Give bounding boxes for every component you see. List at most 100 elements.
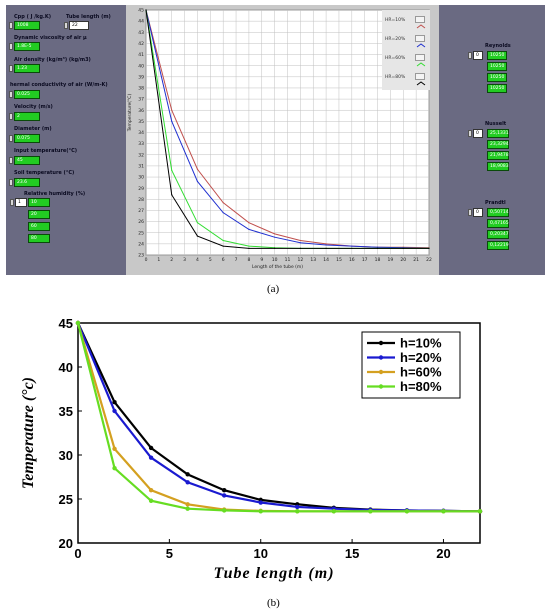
- tube-length-field[interactable]: 22: [69, 21, 89, 30]
- y-axis-label-b: Temperature (°c): [20, 377, 37, 489]
- humidity-value-1[interactable]: 10: [28, 198, 50, 207]
- nusselt-value-2: 23,3294: [487, 140, 509, 149]
- series-line-b-h=80%: [76, 322, 480, 513]
- y-tick-label-a: 34: [138, 130, 144, 136]
- data-point-a: [351, 247, 353, 249]
- legend-a-hr10: HR=10%: [385, 18, 406, 23]
- legend-b-label: h=20%: [400, 350, 442, 365]
- nusselt-value-4: 18,9083: [487, 162, 509, 171]
- prandtl-label: Prandtl: [485, 200, 506, 206]
- reynolds-value-1: 10250: [487, 51, 507, 60]
- tube-length-spinner[interactable]: [64, 22, 68, 29]
- humidity-index-field[interactable]: 1: [15, 198, 27, 207]
- data-point-b: [112, 446, 117, 452]
- x-tick-label-b: 10: [253, 546, 267, 561]
- humidity-value-3[interactable]: 60: [28, 222, 50, 231]
- humidity-value-2[interactable]: 20: [28, 210, 50, 219]
- y-tick-label-b: 30: [59, 448, 73, 463]
- graph-a-legend: HR=10% HR=20% HR=60% HR=80%: [382, 10, 430, 90]
- diameter-field[interactable]: 0.075: [14, 134, 40, 143]
- diameter-spinner[interactable]: [9, 135, 13, 142]
- soil-temperature-spinner[interactable]: [9, 179, 13, 186]
- input-parameters-panel: Cpp ( J /kg.K) 1008 Tube length (m) 22 D…: [6, 5, 126, 275]
- data-point-a: [145, 9, 147, 11]
- legend-a-swatch-hr80: [415, 73, 426, 86]
- x-tick-label-a: 13: [310, 257, 316, 263]
- data-point-a: [222, 212, 224, 214]
- tube-length-label: Tube length (m): [66, 14, 111, 20]
- legend-b-label: h=10%: [400, 336, 442, 351]
- air-density-spinner[interactable]: [9, 65, 13, 72]
- y-tick-label-b: 45: [59, 316, 73, 331]
- input-temperature-spinner[interactable]: [9, 157, 13, 164]
- cpp-field[interactable]: 1008: [14, 21, 40, 30]
- nusselt-index-field[interactable]: 0: [473, 129, 483, 138]
- x-tick-label-a: 3: [183, 257, 186, 263]
- output-parameters-panel: Reynolds 0 10250 10250 10250 10250 Nusse…: [439, 5, 545, 275]
- y-tick-label-b: 40: [59, 360, 73, 375]
- legend-a-swatch-hr10: [415, 16, 426, 29]
- data-point-a: [171, 194, 173, 196]
- humidity-index-spinner[interactable]: [10, 199, 14, 206]
- velocity-spinner[interactable]: [9, 113, 13, 120]
- dynamic-viscosity-spinner[interactable]: [9, 43, 13, 50]
- relative-humidity-label: Relative humidity (%): [24, 191, 86, 197]
- data-point-b: [368, 509, 373, 514]
- thermal-conductivity-spinner[interactable]: [9, 91, 13, 98]
- reynolds-index-field[interactable]: 0: [473, 51, 483, 60]
- nusselt-value-1: 25,1331: [487, 129, 509, 138]
- x-tick-label-a: 16: [349, 257, 355, 263]
- x-tick-label-a: 14: [323, 257, 329, 263]
- y-tick-label-a: 26: [138, 219, 144, 225]
- y-tick-label-a: 28: [138, 197, 144, 203]
- temperature-graph-b: 0 5 10 15 20 20 25 30 35 40 45 Tube length (m) Tempe…: [20, 316, 483, 582]
- x-tick-label-a: 4: [196, 257, 199, 263]
- data-point-b: [295, 509, 300, 514]
- humidity-value-4[interactable]: 80: [28, 234, 50, 243]
- prandtl-index-spinner[interactable]: [468, 209, 472, 216]
- reynolds-label: Reynolds: [485, 43, 511, 49]
- thermal-conductivity-field[interactable]: 0.025: [14, 90, 40, 99]
- dynamic-viscosity-field[interactable]: 1.8E-5: [14, 42, 40, 51]
- data-point-b: [148, 488, 154, 493]
- data-point-a: [351, 245, 353, 247]
- cpp-spinner[interactable]: [9, 22, 13, 29]
- nusselt-index-spinner[interactable]: [468, 130, 472, 137]
- y-tick-label-a: 29: [138, 186, 144, 192]
- prandtl-value-2: 0,47165: [487, 219, 509, 228]
- data-point-b: [148, 498, 154, 503]
- series-line-a-HR=80%: [145, 9, 429, 249]
- data-point-b: [112, 400, 117, 405]
- data-point-a: [274, 236, 276, 238]
- nusselt-label: Nusselt: [485, 121, 507, 127]
- y-tick-label-a: 36: [138, 108, 144, 114]
- prandtl-index-field[interactable]: 0: [473, 208, 483, 217]
- soil-temperature-field[interactable]: 23.6: [14, 178, 40, 187]
- data-point-b: [258, 500, 263, 505]
- air-density-field[interactable]: 1.23: [14, 64, 40, 73]
- legend-a-hr60: HR=60%: [385, 56, 406, 61]
- nusselt-value-3: 21,9478: [487, 151, 509, 160]
- x-tick-label-b: 5: [166, 546, 173, 561]
- data-point-a: [274, 233, 276, 235]
- velocity-field[interactable]: 2: [14, 112, 40, 121]
- x-tick-label-a: 10: [272, 257, 278, 263]
- y-tick-label-a: 27: [138, 208, 144, 214]
- legend-b-label: h=60%: [400, 365, 442, 380]
- prandtl-value-3: 0,20347: [487, 230, 509, 239]
- y-tick-label-a: 44: [138, 19, 144, 25]
- y-tick-label-a: 42: [138, 41, 144, 47]
- x-tick-label-a: 7: [235, 257, 238, 263]
- y-tick-label-a: 31: [138, 164, 144, 170]
- reynolds-value-4: 10250: [487, 84, 507, 93]
- y-tick-label-a: 25: [138, 230, 144, 236]
- data-point-b: [295, 504, 300, 510]
- reynolds-index-spinner[interactable]: [468, 52, 472, 59]
- data-point-a: [222, 239, 224, 242]
- y-tick-label-a: 35: [138, 119, 144, 125]
- legend-a-hr20: HR=20%: [385, 37, 406, 42]
- data-point-b: [148, 455, 154, 460]
- x-tick-label-a: 6: [222, 257, 225, 263]
- data-point-a: [428, 247, 430, 249]
- input-temperature-field[interactable]: 45: [14, 156, 40, 165]
